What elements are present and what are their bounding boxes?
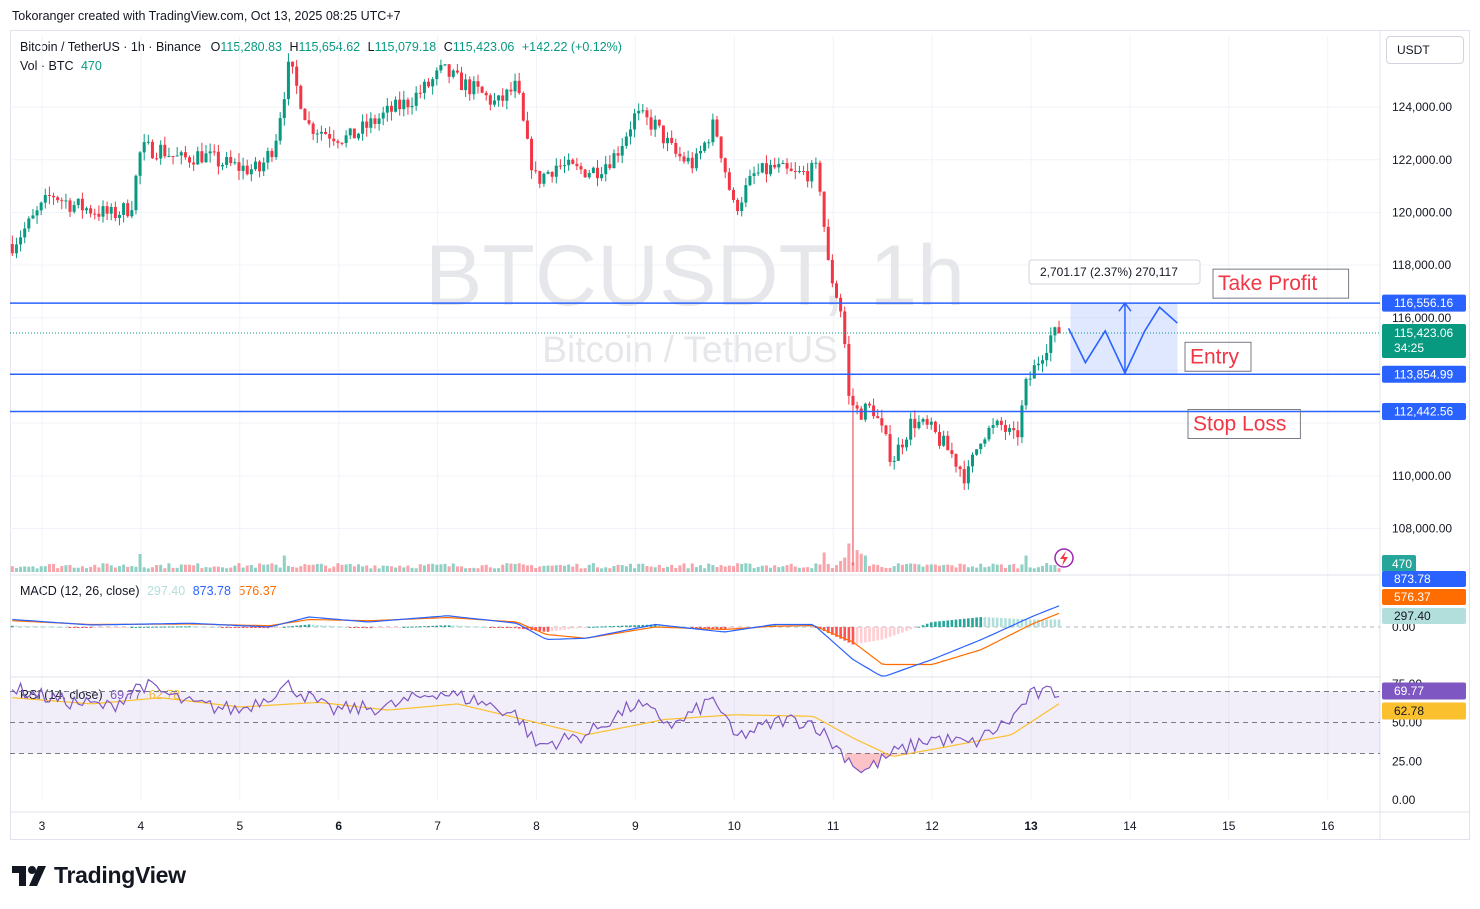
macd-hist-value: 297.40	[146, 584, 186, 598]
low-label: L	[367, 40, 375, 54]
currency-unit-selector[interactable]: USDT	[1386, 36, 1464, 64]
rsi-legend[interactable]: RSI (14, close) 69.77 62.78	[20, 688, 180, 702]
currency-unit-label: USDT	[1397, 43, 1430, 57]
open-value: 115,280.83	[220, 40, 282, 54]
high-label: H	[289, 40, 299, 54]
macd-title: MACD (12, 26, close)	[20, 584, 140, 598]
change-value: +142.22 (+0.12%)	[521, 40, 622, 54]
chart-frame	[10, 30, 1470, 840]
tradingview-logo[interactable]: TradingView	[12, 862, 186, 889]
rsi-value: 69.77	[110, 688, 142, 702]
volume-legend[interactable]: Vol · BTC 470	[20, 59, 102, 73]
volume-label: Vol · BTC	[20, 59, 74, 73]
tradingview-logo-icon	[12, 865, 46, 886]
close-label: C	[443, 40, 453, 54]
open-label: O	[210, 40, 221, 54]
macd-legend[interactable]: MACD (12, 26, close) 297.40 873.78 576.3…	[20, 584, 277, 598]
close-value: 115,423.06	[452, 40, 515, 54]
macd-signal-value: 576.37	[238, 584, 277, 598]
macd-line-value: 873.78	[192, 584, 231, 598]
volume-value: 470	[80, 59, 102, 73]
chart-credit: Tokoranger created with TradingView.com,…	[12, 9, 401, 23]
tradingview-brand: TradingView	[54, 862, 186, 888]
rsi-title: RSI (14, close)	[20, 688, 103, 702]
high-value: 115,654.62	[298, 40, 361, 54]
rsi-ma-value: 62.78	[148, 688, 181, 702]
main-legend[interactable]: Bitcoin / TetherUS · 1h · Binance O115,2…	[20, 40, 622, 54]
symbol-label: Bitcoin / TetherUS · 1h · Binance	[20, 40, 202, 54]
low-value: 115,079.18	[374, 40, 437, 54]
